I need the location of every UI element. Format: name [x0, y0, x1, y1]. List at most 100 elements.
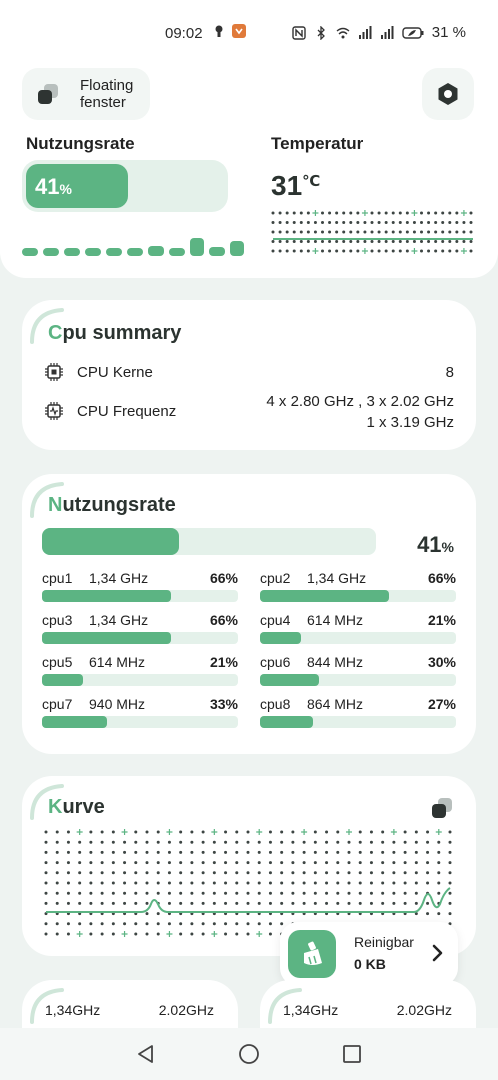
- grid-dot: [292, 249, 296, 253]
- grid-dot: [190, 932, 194, 936]
- recents-icon[interactable]: [342, 1044, 362, 1064]
- usage-history-bar: [43, 248, 59, 256]
- usage-history-bar: [230, 241, 244, 256]
- status-notification-icons: [212, 24, 246, 38]
- grid-dot: [342, 230, 346, 234]
- grid-dot: [414, 881, 418, 885]
- grid-dot: [278, 230, 282, 234]
- floating-window-button[interactable]: Floating fenster: [22, 68, 150, 120]
- grid-dot: [280, 891, 284, 895]
- grid-dot: [384, 221, 388, 224]
- grid-dot: [358, 871, 362, 875]
- grid-dot: [448, 249, 452, 253]
- cpu-summary-card: Cpu summary CPU Kerne 8 CPU Frequenz 4 x…: [22, 300, 476, 450]
- grid-dot: [405, 240, 409, 243]
- grid-dot: [384, 249, 388, 253]
- grid-dot: [212, 861, 216, 865]
- grid-dot: [78, 861, 82, 865]
- core-cpu1: cpu1 1,34 GHz 66%: [42, 570, 238, 606]
- grid-dot: [347, 840, 351, 844]
- grid-dot: [414, 891, 418, 895]
- grid-dot: [434, 221, 438, 224]
- signal-icon-2: [380, 25, 394, 39]
- settings-button[interactable]: [422, 68, 474, 120]
- grid-dot: [392, 840, 396, 844]
- grid-dot: [55, 840, 59, 844]
- back-icon[interactable]: [136, 1044, 156, 1064]
- grid-dot: [145, 881, 149, 885]
- grid-dot: [358, 830, 362, 834]
- grid-dot: [111, 891, 115, 895]
- status-time: 09:02: [165, 25, 203, 42]
- curve-card-title-rest: urve: [62, 796, 105, 818]
- core-name: cpu7: [42, 696, 73, 712]
- grid-dot: [271, 221, 275, 224]
- grid-dot: [44, 850, 48, 854]
- grid-plus-mark: [435, 829, 442, 835]
- grid-dot: [167, 861, 171, 865]
- wifi-icon: [336, 27, 350, 38]
- grid-dot: [278, 240, 282, 243]
- grid-dot: [66, 901, 70, 905]
- grid-plus-mark: [76, 931, 83, 937]
- grid-dot: [335, 230, 339, 234]
- core-frequency: 614 MHz: [307, 612, 364, 628]
- grid-dot: [167, 850, 171, 854]
- grid-dot: [134, 840, 138, 844]
- grid-dot: [257, 850, 261, 854]
- grid-dot: [55, 922, 59, 926]
- grid-dot: [306, 221, 310, 224]
- grid-dot: [201, 850, 205, 854]
- grid-dot: [179, 881, 183, 885]
- grid-dot: [246, 932, 250, 936]
- grid-dot: [469, 211, 473, 215]
- grid-dot: [306, 249, 310, 253]
- grid-dot: [212, 901, 216, 905]
- cleanable-popup[interactable]: Reinigbar 0 KB: [280, 922, 458, 986]
- grid-dot: [134, 932, 138, 936]
- grid-dot: [111, 830, 115, 834]
- grid-dot: [100, 840, 104, 844]
- grid-dot: [145, 871, 149, 875]
- grid-dot: [280, 830, 284, 834]
- floating-window-icon[interactable]: [430, 796, 454, 820]
- grid-dot: [190, 840, 194, 844]
- grid-dot: [123, 901, 127, 905]
- grid-dot: [235, 871, 239, 875]
- grid-dot: [462, 230, 466, 234]
- grid-dot: [145, 922, 149, 926]
- usage-history-bar: [190, 238, 204, 256]
- grid-dot: [381, 881, 385, 885]
- cleanable-value: 0 KB: [354, 956, 386, 972]
- frequency-card-1-left: 1,34GHz: [45, 1002, 101, 1018]
- core-bar-fill: [260, 590, 389, 602]
- grid-dot: [291, 901, 295, 905]
- grid-dot: [398, 240, 402, 243]
- grid-dot: [55, 861, 59, 865]
- grid-plus-mark: [390, 829, 397, 835]
- grid-dot: [398, 249, 402, 253]
- grid-dot: [381, 840, 385, 844]
- battery-saver-icon: [402, 26, 424, 39]
- grid-dot: [377, 230, 381, 234]
- usage-history-bar: [64, 248, 80, 256]
- grid-dot: [268, 901, 272, 905]
- grid-dot: [280, 840, 284, 844]
- grid-dot: [369, 871, 373, 875]
- usage-history-bar: [22, 248, 38, 256]
- grid-dot: [321, 240, 324, 243]
- grid-dot: [212, 850, 216, 854]
- grid-dot: [271, 240, 275, 243]
- home-icon[interactable]: [238, 1043, 260, 1065]
- core-frequency: 1,34 GHz: [89, 570, 149, 586]
- grid-dot: [271, 230, 275, 234]
- grid-dot: [426, 861, 430, 865]
- grid-dot: [403, 840, 407, 844]
- grid-dot: [78, 881, 82, 885]
- grid-plus-mark: [76, 829, 83, 835]
- grid-dot: [212, 891, 216, 895]
- grid-dot: [342, 240, 346, 243]
- grid-dot: [100, 932, 104, 936]
- grid-dot: [369, 861, 373, 865]
- usage-card-title-rest: utzungsrate: [62, 494, 176, 516]
